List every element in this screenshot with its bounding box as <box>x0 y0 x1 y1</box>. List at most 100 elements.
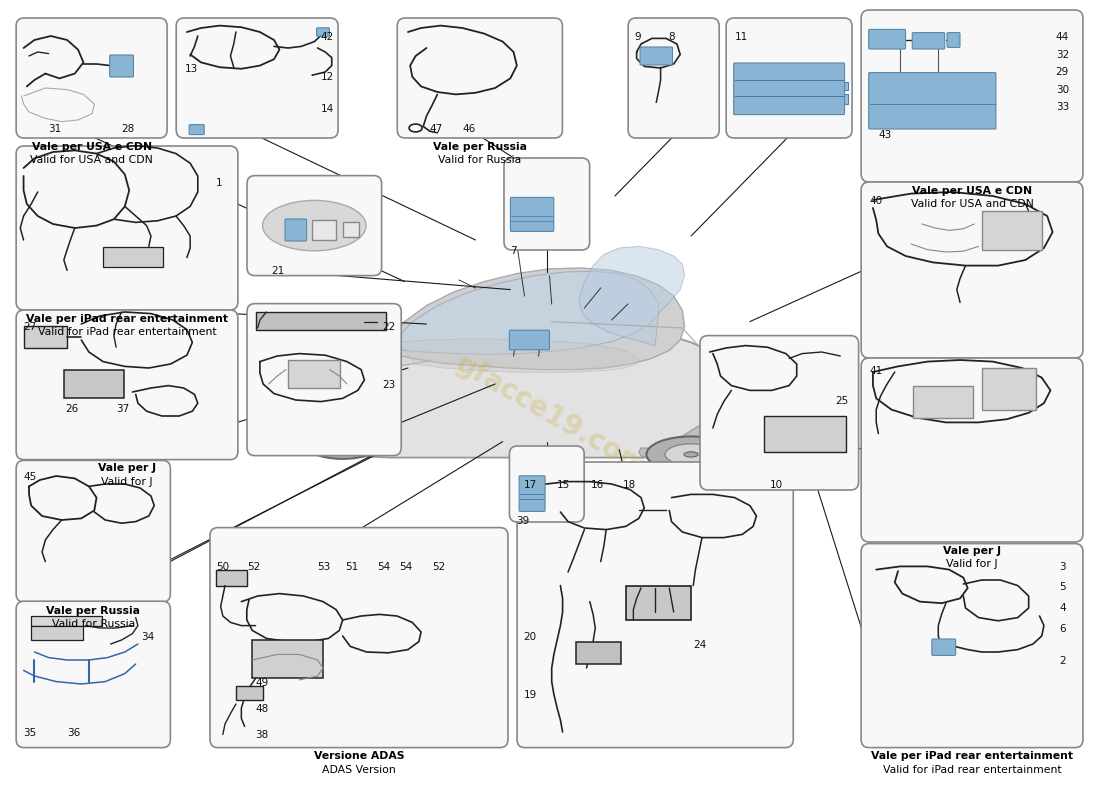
FancyBboxPatch shape <box>510 198 553 231</box>
Text: 42: 42 <box>321 32 334 42</box>
FancyBboxPatch shape <box>248 304 402 456</box>
Bar <box>23 326 67 348</box>
Text: Vale per J: Vale per J <box>943 546 1001 555</box>
FancyBboxPatch shape <box>248 176 382 275</box>
Text: ADAS Version: ADAS Version <box>322 765 396 774</box>
Text: 36: 36 <box>67 728 80 738</box>
Text: 39: 39 <box>516 516 529 526</box>
FancyBboxPatch shape <box>700 336 859 490</box>
Text: 27: 27 <box>23 322 36 331</box>
FancyBboxPatch shape <box>861 544 1082 747</box>
Text: 46: 46 <box>462 124 475 134</box>
Text: 23: 23 <box>382 380 395 390</box>
FancyBboxPatch shape <box>640 47 672 65</box>
Text: 1: 1 <box>217 178 223 188</box>
Ellipse shape <box>647 437 736 472</box>
Ellipse shape <box>337 439 349 444</box>
Polygon shape <box>290 322 754 458</box>
Text: 3: 3 <box>1059 562 1066 571</box>
Text: Vale per Russia: Vale per Russia <box>432 142 527 152</box>
Text: 47: 47 <box>430 124 443 134</box>
Polygon shape <box>294 360 342 389</box>
Polygon shape <box>579 246 684 346</box>
Ellipse shape <box>301 424 384 459</box>
FancyBboxPatch shape <box>16 146 238 310</box>
Text: Valid for Russia: Valid for Russia <box>52 619 135 629</box>
Text: 48: 48 <box>255 704 268 714</box>
Text: 30: 30 <box>1056 85 1069 94</box>
FancyBboxPatch shape <box>861 182 1082 358</box>
Text: 45: 45 <box>23 472 36 482</box>
Text: 49: 49 <box>255 678 268 688</box>
Polygon shape <box>397 339 639 373</box>
Text: 52: 52 <box>246 562 260 571</box>
FancyBboxPatch shape <box>210 528 508 747</box>
Text: Vale per J: Vale per J <box>98 463 156 473</box>
Text: 41: 41 <box>870 366 883 376</box>
FancyBboxPatch shape <box>189 125 205 134</box>
Text: 7: 7 <box>510 246 517 257</box>
Text: 10: 10 <box>770 480 782 490</box>
Text: 34: 34 <box>141 632 154 642</box>
Bar <box>982 211 1042 250</box>
Text: Valid for iPad rear entertainment: Valid for iPad rear entertainment <box>37 327 217 338</box>
Bar <box>235 686 263 700</box>
Bar <box>255 312 386 330</box>
Text: 19: 19 <box>524 690 537 699</box>
Text: gfacce19.com: gfacce19.com <box>451 350 652 482</box>
Text: 26: 26 <box>65 404 78 414</box>
Bar <box>252 640 323 678</box>
Polygon shape <box>293 384 394 443</box>
Bar <box>839 82 848 90</box>
Text: 16: 16 <box>591 480 604 490</box>
FancyBboxPatch shape <box>519 476 546 511</box>
Text: 13: 13 <box>185 64 198 74</box>
Text: Valid for USA and CDN: Valid for USA and CDN <box>911 199 1034 210</box>
Text: Vale per iPad rear entertainment: Vale per iPad rear entertainment <box>871 751 1072 762</box>
FancyBboxPatch shape <box>509 446 584 522</box>
Bar <box>764 416 846 452</box>
Text: 33: 33 <box>1056 102 1069 112</box>
Bar <box>64 370 123 398</box>
Ellipse shape <box>684 452 699 457</box>
Text: 4: 4 <box>1059 603 1066 613</box>
Text: 54: 54 <box>399 562 412 571</box>
Text: 37: 37 <box>117 404 130 414</box>
Text: 51: 51 <box>344 562 359 571</box>
Text: 14: 14 <box>321 104 334 114</box>
Text: Vale per USA e CDN: Vale per USA e CDN <box>32 142 152 152</box>
Text: 53: 53 <box>318 562 331 571</box>
FancyBboxPatch shape <box>517 462 793 747</box>
Text: 15: 15 <box>557 480 571 490</box>
FancyBboxPatch shape <box>285 219 307 241</box>
Text: 32: 32 <box>1056 50 1069 60</box>
Text: 31: 31 <box>48 124 62 134</box>
Text: 54: 54 <box>377 562 390 571</box>
Bar <box>982 368 1036 410</box>
Text: 6: 6 <box>1059 624 1066 634</box>
Bar <box>626 586 691 620</box>
FancyBboxPatch shape <box>628 18 719 138</box>
Ellipse shape <box>263 200 366 251</box>
Bar <box>288 360 340 388</box>
Polygon shape <box>639 412 746 459</box>
Text: Valid for Russia: Valid for Russia <box>438 155 521 166</box>
Text: Valid for iPad rear entertainment: Valid for iPad rear entertainment <box>882 765 1062 774</box>
Text: 5: 5 <box>1059 582 1066 592</box>
Text: 24: 24 <box>693 640 706 650</box>
Bar <box>103 247 163 267</box>
Polygon shape <box>386 271 659 354</box>
Text: 12: 12 <box>321 72 334 82</box>
Polygon shape <box>296 346 552 436</box>
FancyBboxPatch shape <box>947 33 960 47</box>
Text: 25: 25 <box>835 396 848 406</box>
Text: 29: 29 <box>1056 67 1069 77</box>
FancyBboxPatch shape <box>110 55 133 77</box>
FancyBboxPatch shape <box>16 310 238 459</box>
Bar <box>31 626 84 640</box>
Bar <box>839 94 848 104</box>
Text: 8: 8 <box>668 32 674 42</box>
Text: 22: 22 <box>382 322 395 331</box>
FancyBboxPatch shape <box>397 18 562 138</box>
Text: 17: 17 <box>524 480 537 490</box>
